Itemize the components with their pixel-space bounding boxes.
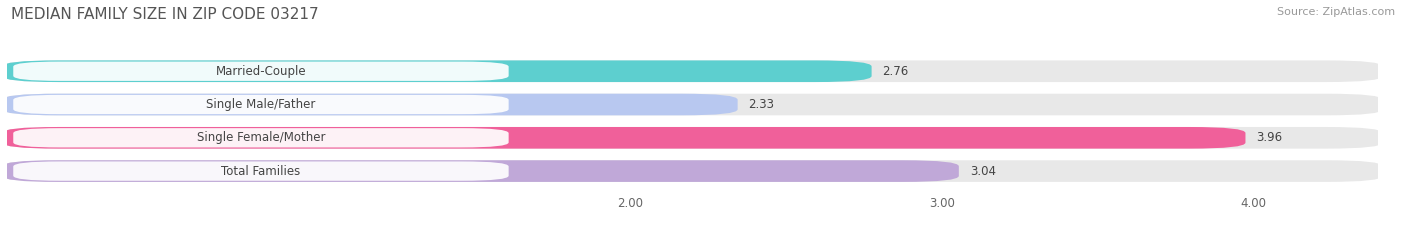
FancyBboxPatch shape xyxy=(13,128,509,147)
Text: Married-Couple: Married-Couple xyxy=(215,65,307,78)
FancyBboxPatch shape xyxy=(3,60,1382,82)
Text: Single Male/Father: Single Male/Father xyxy=(207,98,315,111)
FancyBboxPatch shape xyxy=(13,62,509,81)
FancyBboxPatch shape xyxy=(3,127,1246,149)
FancyBboxPatch shape xyxy=(3,94,738,115)
Text: 3.96: 3.96 xyxy=(1257,131,1282,144)
Text: 2.76: 2.76 xyxy=(883,65,908,78)
FancyBboxPatch shape xyxy=(13,95,509,114)
Text: MEDIAN FAMILY SIZE IN ZIP CODE 03217: MEDIAN FAMILY SIZE IN ZIP CODE 03217 xyxy=(11,7,319,22)
Text: Total Families: Total Families xyxy=(221,164,301,178)
FancyBboxPatch shape xyxy=(3,160,1382,182)
Text: Source: ZipAtlas.com: Source: ZipAtlas.com xyxy=(1277,7,1395,17)
FancyBboxPatch shape xyxy=(3,94,1382,115)
Text: 3.04: 3.04 xyxy=(970,164,995,178)
FancyBboxPatch shape xyxy=(13,161,509,181)
FancyBboxPatch shape xyxy=(3,60,872,82)
Text: 2.33: 2.33 xyxy=(748,98,775,111)
FancyBboxPatch shape xyxy=(3,127,1382,149)
FancyBboxPatch shape xyxy=(3,160,959,182)
Text: Single Female/Mother: Single Female/Mother xyxy=(197,131,325,144)
